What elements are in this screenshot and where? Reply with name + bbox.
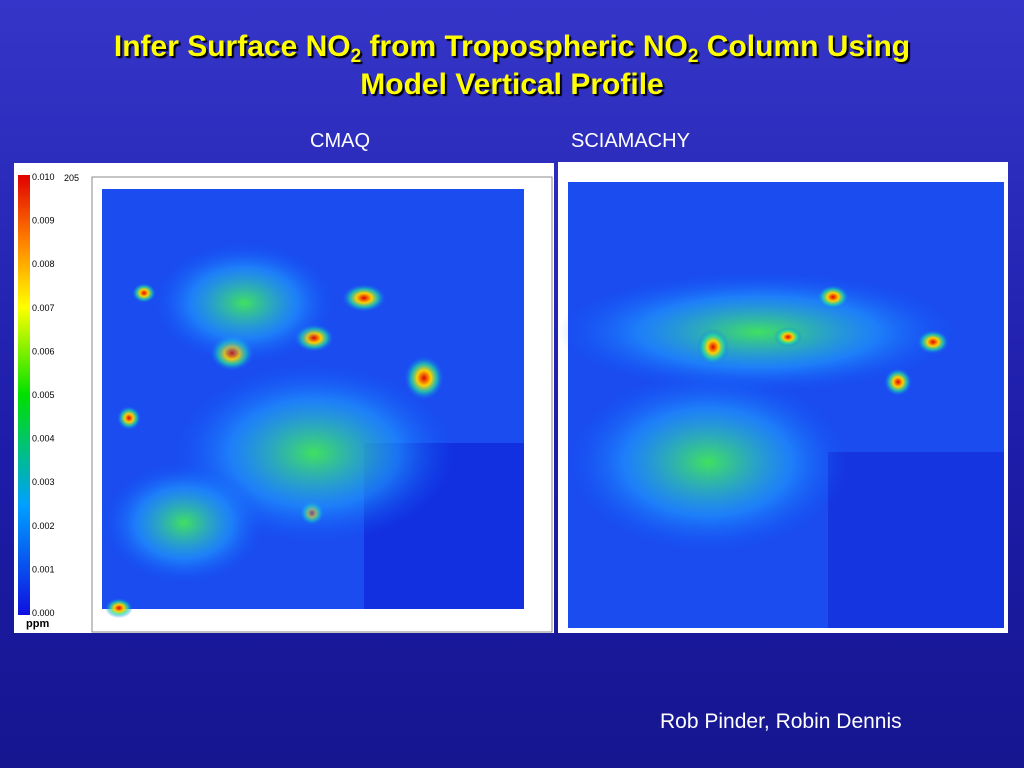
colorbar-tick: 0.005 — [32, 390, 55, 400]
colorbar-tick: 0.009 — [32, 216, 55, 226]
panel-label: SCIAMACHY — [571, 130, 690, 152]
colorbar-tick: 0.006 — [32, 346, 55, 356]
subscript: 2 — [687, 46, 699, 67]
cmaq-map: 205 0.010 0.009 0.008 0.007 0.006 0.005 0.004 0… — [18, 172, 553, 633]
colorbar-tick: 0.001 — [32, 564, 55, 574]
colorbar — [18, 175, 30, 615]
unit: ppm — [26, 618, 49, 630]
subscript: 2 — [350, 46, 362, 67]
sciamachy-map — [558, 182, 1004, 628]
sciamachy-panel — [558, 162, 1008, 633]
title-text: from Tropospheric NO — [361, 30, 688, 63]
title: Infer Surface NO2 from Tropospheric NO2 … — [0, 28, 1024, 104]
note: 205 — [64, 173, 79, 183]
cmaq-panel: 205 0.010 0.009 0.008 0.007 0.006 0.005 0.004 0… — [14, 163, 554, 633]
title-text: Infer Surface NO — [113, 30, 351, 63]
colorbar-tick: 0.000 — [32, 608, 55, 618]
colorbar-tick: 0.002 — [32, 521, 55, 531]
title-text: Model Vertical Profile — [360, 68, 664, 101]
hotspots — [558, 272, 958, 552]
hotspots — [104, 243, 454, 618]
colorbar-tick: 0.004 — [32, 434, 55, 444]
colorbar-tick: 0.003 — [32, 477, 55, 487]
colorbar-tick: 0.010 — [32, 172, 55, 182]
title-text: Column Using — [698, 30, 911, 63]
ocean — [828, 452, 1004, 628]
panel-label: CMAQ — [310, 130, 370, 152]
colorbar-tick: 0.008 — [32, 259, 55, 269]
colorbar-tick: 0.007 — [32, 303, 55, 313]
authors: Rob Pinder, Robin Dennis — [660, 710, 902, 733]
